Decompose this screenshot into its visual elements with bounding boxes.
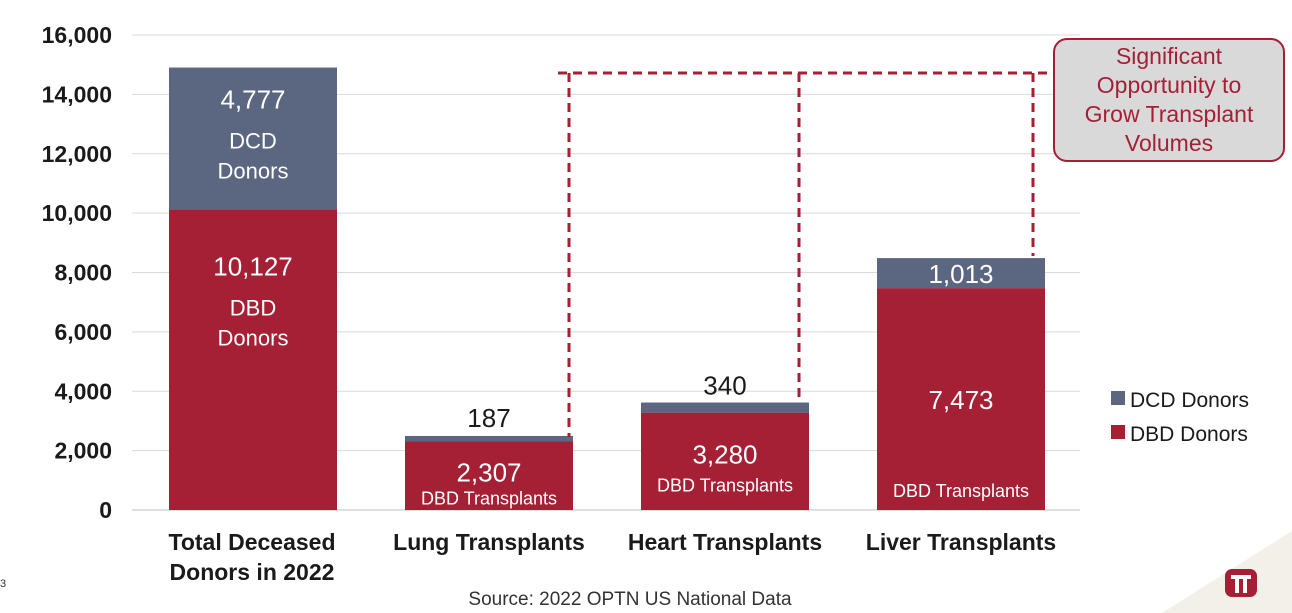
data-label-dbd: 7,473 [928,385,993,415]
x-category-label: Liver Transplants [866,529,1056,555]
y-tick-label: 14,000 [42,81,112,107]
data-label-dcd-caption: DCD Donors [218,129,289,184]
x-category-label: Lung Transplants [393,529,585,555]
bar-dbd [641,412,809,510]
bar-dbd [877,288,1045,510]
x-category-label: Total Deceased Donors in 2022 [168,529,335,585]
y-tick-label: 0 [99,497,112,523]
legend-label: DCD Donors [1130,389,1249,412]
y-tick-label: 8,000 [54,260,112,286]
page-number: 3 [0,578,7,590]
source-note: Source: 2022 OPTN US National Data [468,589,792,610]
data-label-dcd: 4,777 [220,85,285,115]
bar-dcd [877,258,1045,289]
bar-dbd [169,209,337,511]
data-label-caption: DBD Transplants [893,481,1029,501]
data-label-caption: DBD Transplants [657,476,793,496]
y-tick-label: 4,000 [54,378,112,404]
y-tick-label: 10,000 [42,200,112,226]
data-label-dcd: 340 [703,371,746,401]
data-label-caption: DBD Transplants [421,489,557,509]
callout-text: Significant Opportunity to Grow Transpla… [1084,43,1254,156]
opportunity-callout: Significant Opportunity to Grow Transpla… [1053,38,1285,162]
legend-swatch [1111,391,1125,405]
y-tick-label: 2,000 [54,438,112,464]
data-label-dcd: 187 [467,403,510,433]
y-tick-label: 12,000 [42,141,112,167]
data-label-dbd: 3,280 [692,440,757,470]
y-tick-label: 16,000 [42,22,112,48]
legend-label: DBD Donors [1130,423,1248,446]
y-tick-label: 6,000 [54,319,112,345]
data-label-dbd: 10,127 [213,251,293,281]
bar-dbd [405,441,573,510]
bar-dcd [641,402,809,413]
data-label-dbd: 2,307 [456,458,521,488]
data-label-dcd: 1,013 [928,259,993,289]
bar-dcd [169,67,337,210]
legend-swatch [1111,425,1125,439]
x-category-label: Heart Transplants [628,529,822,555]
bar-dcd [405,435,573,442]
data-label-dbd-caption: DBD Donors [218,295,289,350]
hospital-logo-icon [1225,569,1257,597]
